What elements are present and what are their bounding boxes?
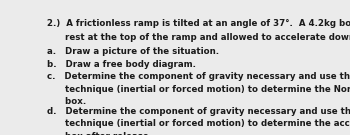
Text: box.: box. — [47, 97, 86, 106]
Text: rest at the top of the ramp and allowed to accelerate downward.: rest at the top of the ramp and allowed … — [47, 33, 350, 42]
Text: technique (inertial or forced motion) to determine the Normal Force on the: technique (inertial or forced motion) to… — [47, 85, 350, 94]
Text: a.   Draw a picture of the situation.: a. Draw a picture of the situation. — [47, 47, 219, 56]
Text: c.   Determine the component of gravity necessary and use the appropriate: c. Determine the component of gravity ne… — [47, 72, 350, 81]
Text: b.   Draw a free body diagram.: b. Draw a free body diagram. — [47, 60, 196, 69]
Text: d.   Determine the component of gravity necessary and use the appropriate: d. Determine the component of gravity ne… — [47, 107, 350, 116]
Text: box after release.: box after release. — [47, 132, 152, 135]
Text: 2.)  A frictionless ramp is tilted at an angle of 37°.  A 4.2kg box is released : 2.) A frictionless ramp is tilted at an … — [47, 19, 350, 28]
Text: technique (inertial or forced motion) to determine the acceleration on the: technique (inertial or forced motion) to… — [47, 119, 350, 128]
